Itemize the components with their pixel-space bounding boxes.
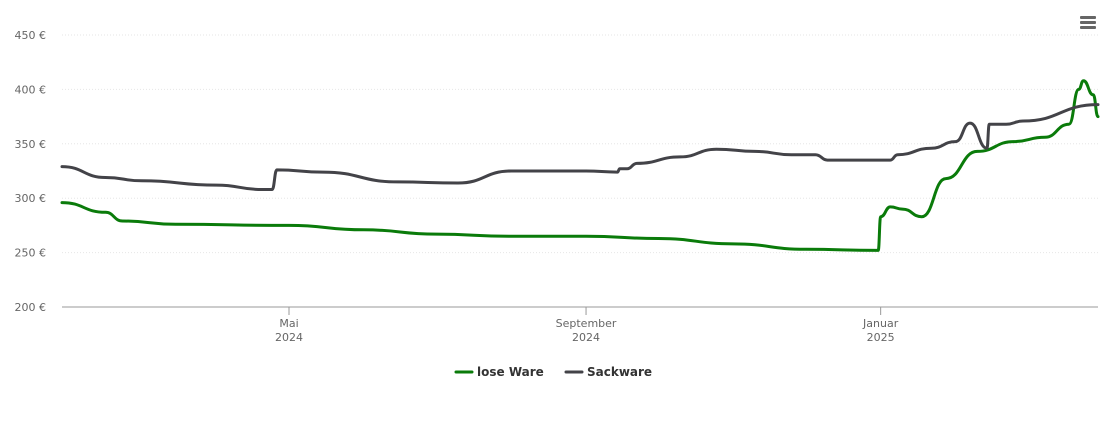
- series-line-lose-ware: [60, 79, 1100, 252]
- x-tick-year-label: 2024: [572, 331, 600, 344]
- y-tick-label: 300 €: [15, 192, 47, 205]
- legend-item-sackware[interactable]: Sackware: [564, 365, 652, 379]
- y-tick-label: 250 €: [15, 247, 47, 260]
- legend-label: lose Ware: [477, 365, 544, 379]
- x-tick-year-label: 2025: [867, 331, 895, 344]
- series-line-sackware: [60, 103, 1100, 192]
- x-tick-label: Mai: [279, 317, 298, 330]
- y-tick-label: 350 €: [15, 138, 47, 151]
- x-tick-year-label: 2024: [275, 331, 303, 344]
- x-tick-label: Januar: [862, 317, 899, 330]
- hamburger-menu-icon: [1080, 16, 1096, 19]
- x-tick-label: September: [556, 317, 617, 330]
- chart-menu-button[interactable]: [1074, 10, 1102, 34]
- legend: lose Ware Sackware: [454, 365, 652, 379]
- series-lines: [60, 79, 1100, 252]
- y-tick-label: 400 €: [15, 83, 47, 96]
- legend-item-lose-ware[interactable]: lose Ware: [454, 365, 544, 379]
- legend-label: Sackware: [587, 365, 652, 379]
- y-tick-label: 450 €: [15, 29, 47, 42]
- y-tick-label: 200 €: [15, 301, 47, 314]
- y-axis: 200 € 250 € 300 € 350 € 400 € 450 €: [15, 29, 47, 314]
